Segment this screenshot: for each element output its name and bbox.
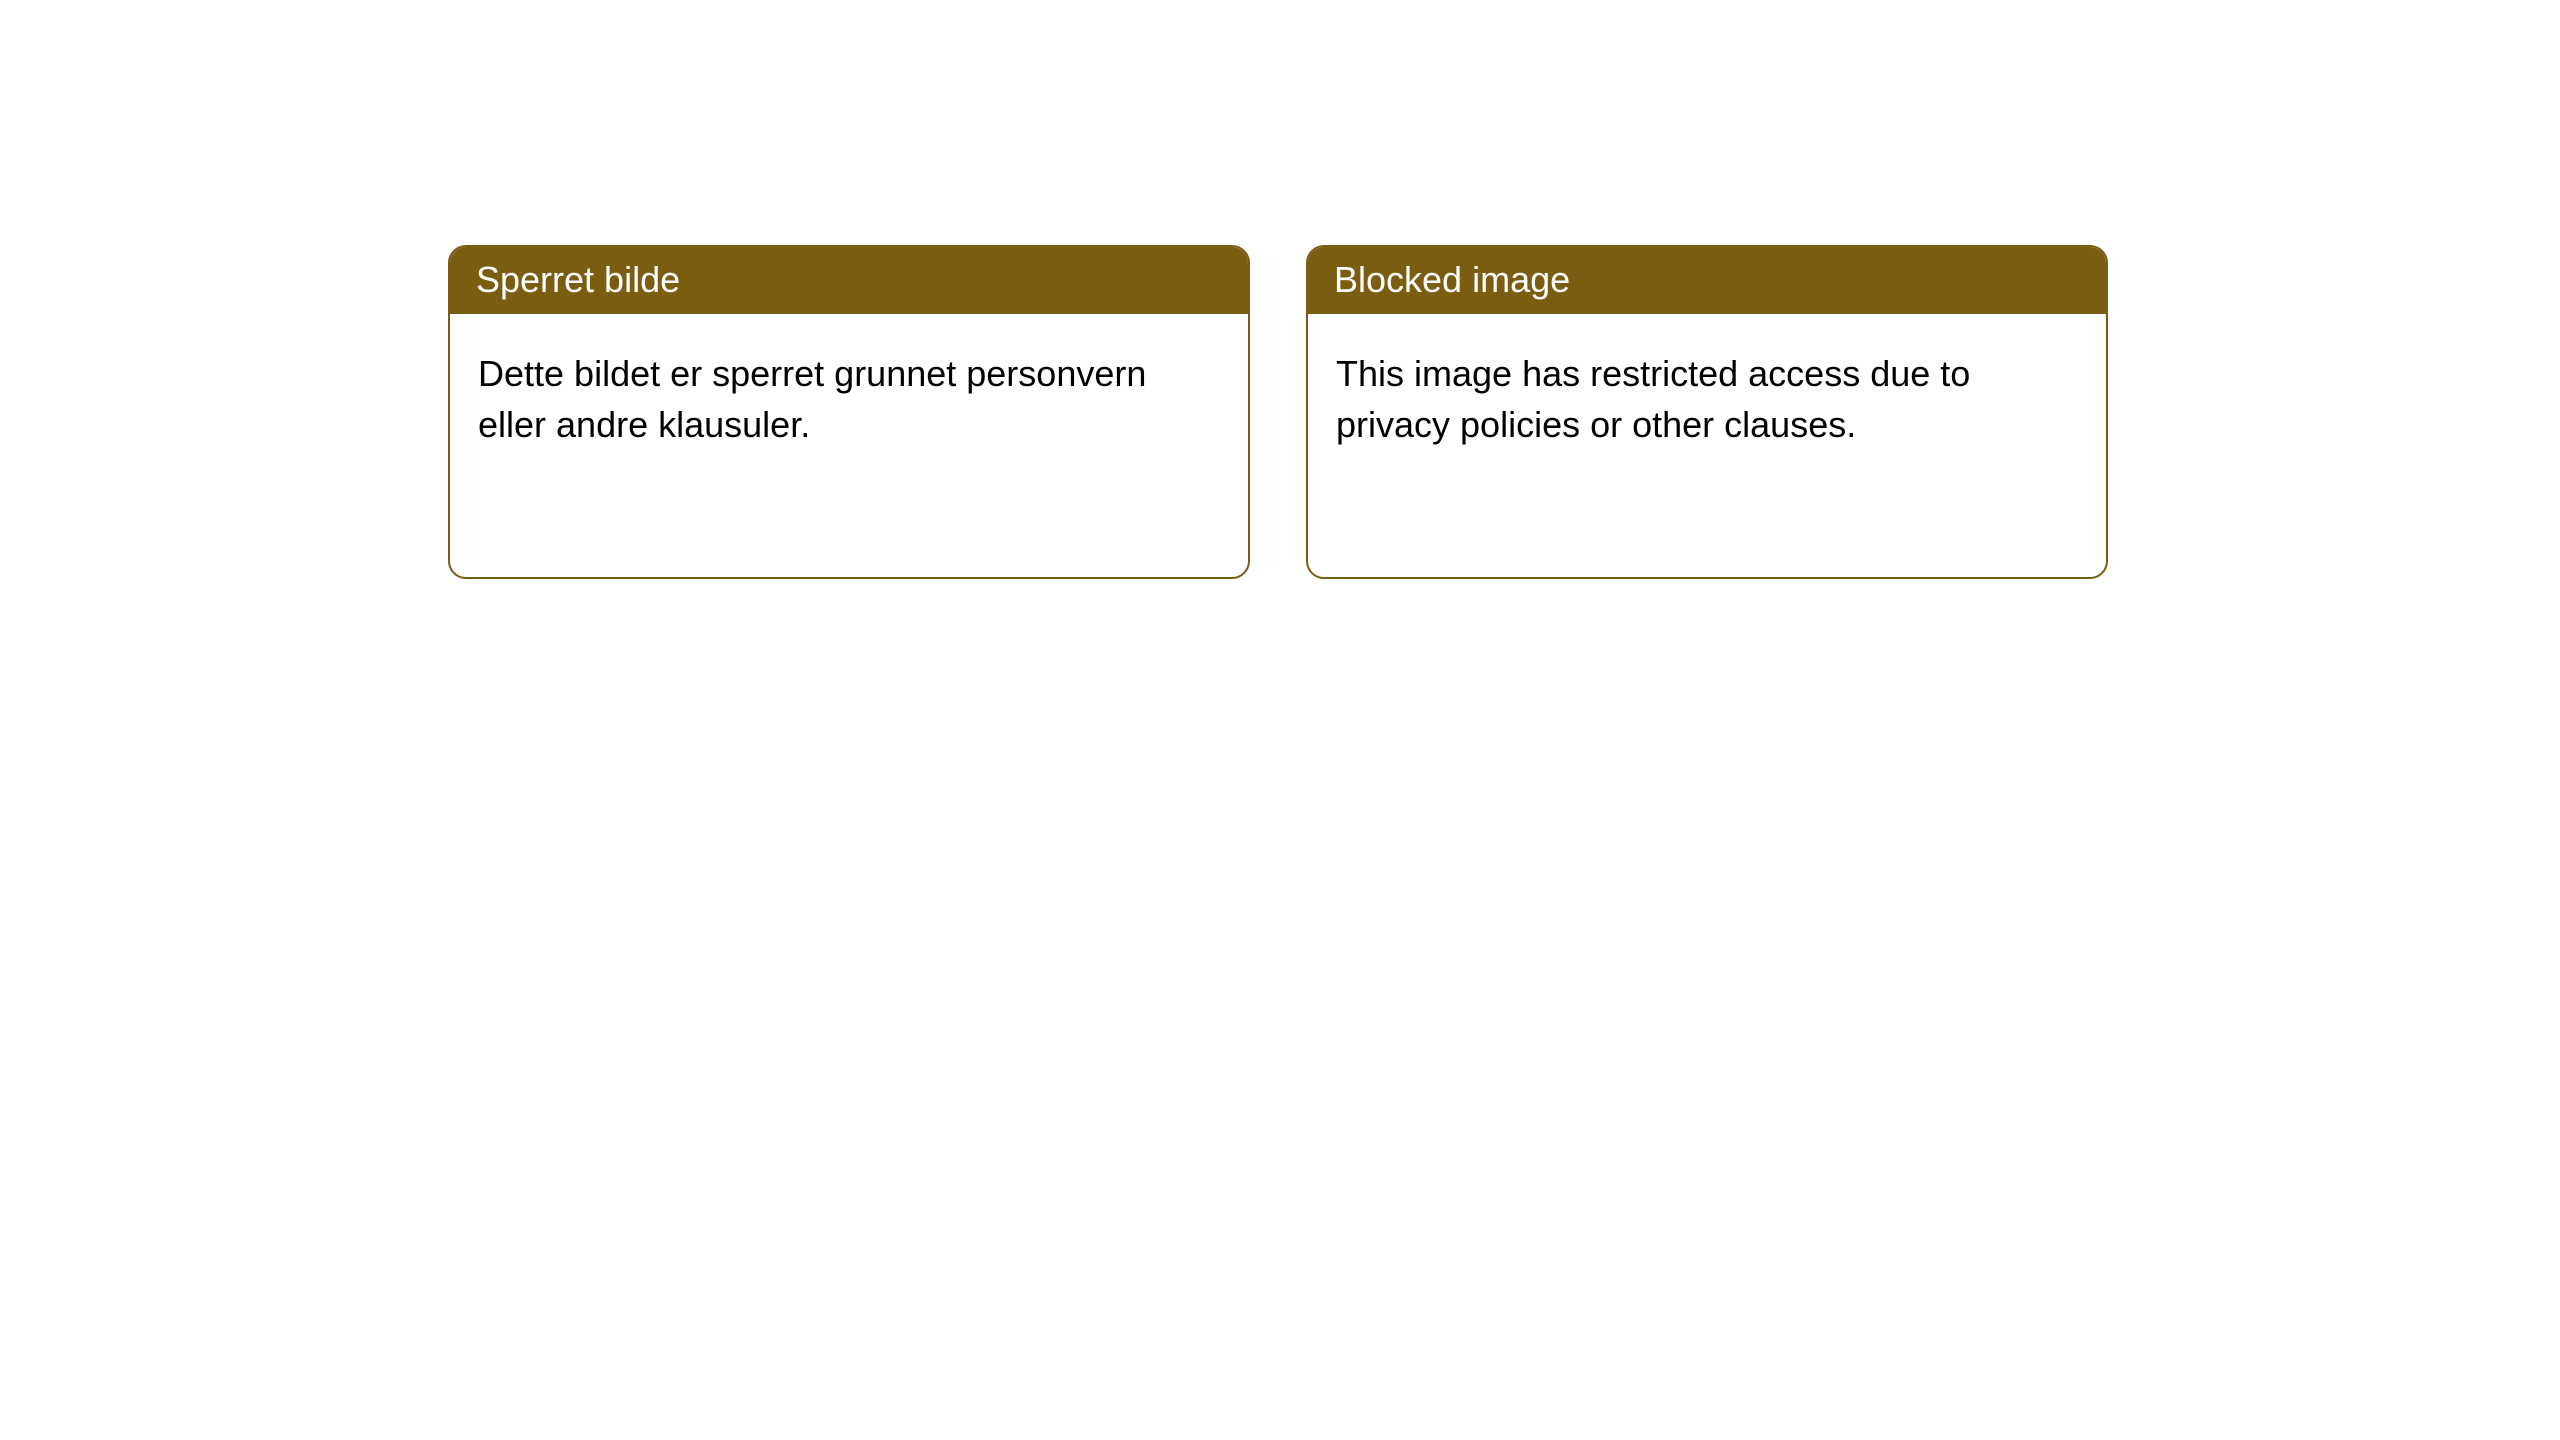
- notice-cards-container: Sperret bilde Dette bildet er sperret gr…: [0, 0, 2560, 579]
- card-title: Blocked image: [1308, 247, 2106, 314]
- notice-card-norwegian: Sperret bilde Dette bildet er sperret gr…: [448, 245, 1250, 579]
- notice-card-english: Blocked image This image has restricted …: [1306, 245, 2108, 579]
- card-body: Dette bildet er sperret grunnet personve…: [450, 314, 1248, 484]
- card-title: Sperret bilde: [450, 247, 1248, 314]
- card-body: This image has restricted access due to …: [1308, 314, 2106, 484]
